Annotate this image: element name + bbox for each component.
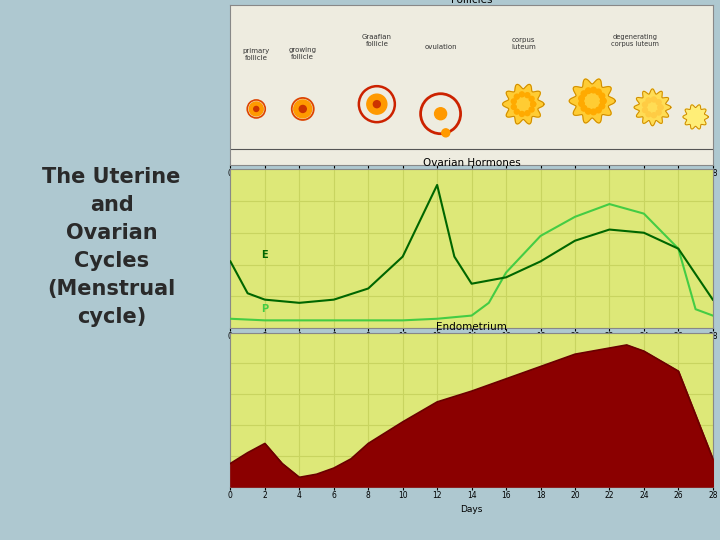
Text: ovulation: ovulation	[424, 44, 457, 50]
Ellipse shape	[253, 106, 258, 111]
Ellipse shape	[590, 109, 596, 114]
Ellipse shape	[579, 96, 585, 101]
Ellipse shape	[658, 105, 663, 110]
Ellipse shape	[581, 105, 587, 111]
Ellipse shape	[531, 102, 536, 107]
Text: degenerating
corpus luteum: degenerating corpus luteum	[611, 34, 660, 47]
Ellipse shape	[585, 109, 591, 114]
Ellipse shape	[595, 89, 601, 94]
Ellipse shape	[656, 110, 661, 115]
Ellipse shape	[599, 103, 605, 109]
Text: Graafian
follicle: Graafian follicle	[362, 34, 392, 47]
Ellipse shape	[294, 100, 312, 118]
Ellipse shape	[511, 99, 516, 104]
Ellipse shape	[656, 100, 661, 105]
Ellipse shape	[579, 101, 585, 106]
Ellipse shape	[599, 93, 605, 99]
Ellipse shape	[374, 100, 380, 107]
Text: corpus
luteum: corpus luteum	[511, 37, 536, 50]
Ellipse shape	[511, 104, 516, 110]
Title: Endometrium: Endometrium	[436, 322, 507, 332]
Polygon shape	[570, 79, 615, 123]
Ellipse shape	[590, 87, 596, 93]
Ellipse shape	[581, 91, 587, 97]
Ellipse shape	[435, 107, 446, 120]
Polygon shape	[683, 105, 708, 129]
Ellipse shape	[519, 92, 524, 97]
Ellipse shape	[525, 111, 530, 116]
Text: P: P	[261, 305, 269, 314]
Ellipse shape	[249, 102, 264, 116]
Ellipse shape	[600, 98, 606, 104]
Ellipse shape	[642, 102, 647, 107]
Ellipse shape	[646, 98, 651, 103]
Ellipse shape	[531, 102, 536, 107]
Text: growing
follicle: growing follicle	[289, 46, 317, 59]
Ellipse shape	[646, 112, 651, 117]
Ellipse shape	[652, 97, 657, 102]
Ellipse shape	[529, 96, 534, 102]
Text: E: E	[261, 250, 268, 260]
Polygon shape	[503, 84, 544, 124]
Title: Follicles: Follicles	[451, 0, 492, 5]
Ellipse shape	[300, 105, 306, 112]
Ellipse shape	[514, 109, 519, 114]
Ellipse shape	[600, 98, 606, 104]
X-axis label: Days: Days	[460, 184, 483, 192]
Text: primary
follicle: primary follicle	[243, 48, 270, 61]
Ellipse shape	[595, 107, 601, 113]
Ellipse shape	[367, 94, 387, 114]
Ellipse shape	[652, 113, 657, 118]
Ellipse shape	[585, 88, 591, 93]
Ellipse shape	[442, 129, 450, 137]
Ellipse shape	[529, 107, 534, 112]
Ellipse shape	[519, 111, 524, 117]
Polygon shape	[634, 89, 671, 126]
Ellipse shape	[642, 107, 647, 112]
Ellipse shape	[514, 94, 519, 99]
X-axis label: Days: Days	[460, 347, 483, 356]
Text: The Uterine
and
Ovarian
Cycles
(Menstrual
cycle): The Uterine and Ovarian Cycles (Menstrua…	[42, 167, 181, 327]
X-axis label: Days: Days	[460, 505, 483, 514]
Ellipse shape	[658, 105, 663, 110]
Title: Ovarian Hormones: Ovarian Hormones	[423, 158, 521, 168]
Ellipse shape	[525, 93, 530, 98]
